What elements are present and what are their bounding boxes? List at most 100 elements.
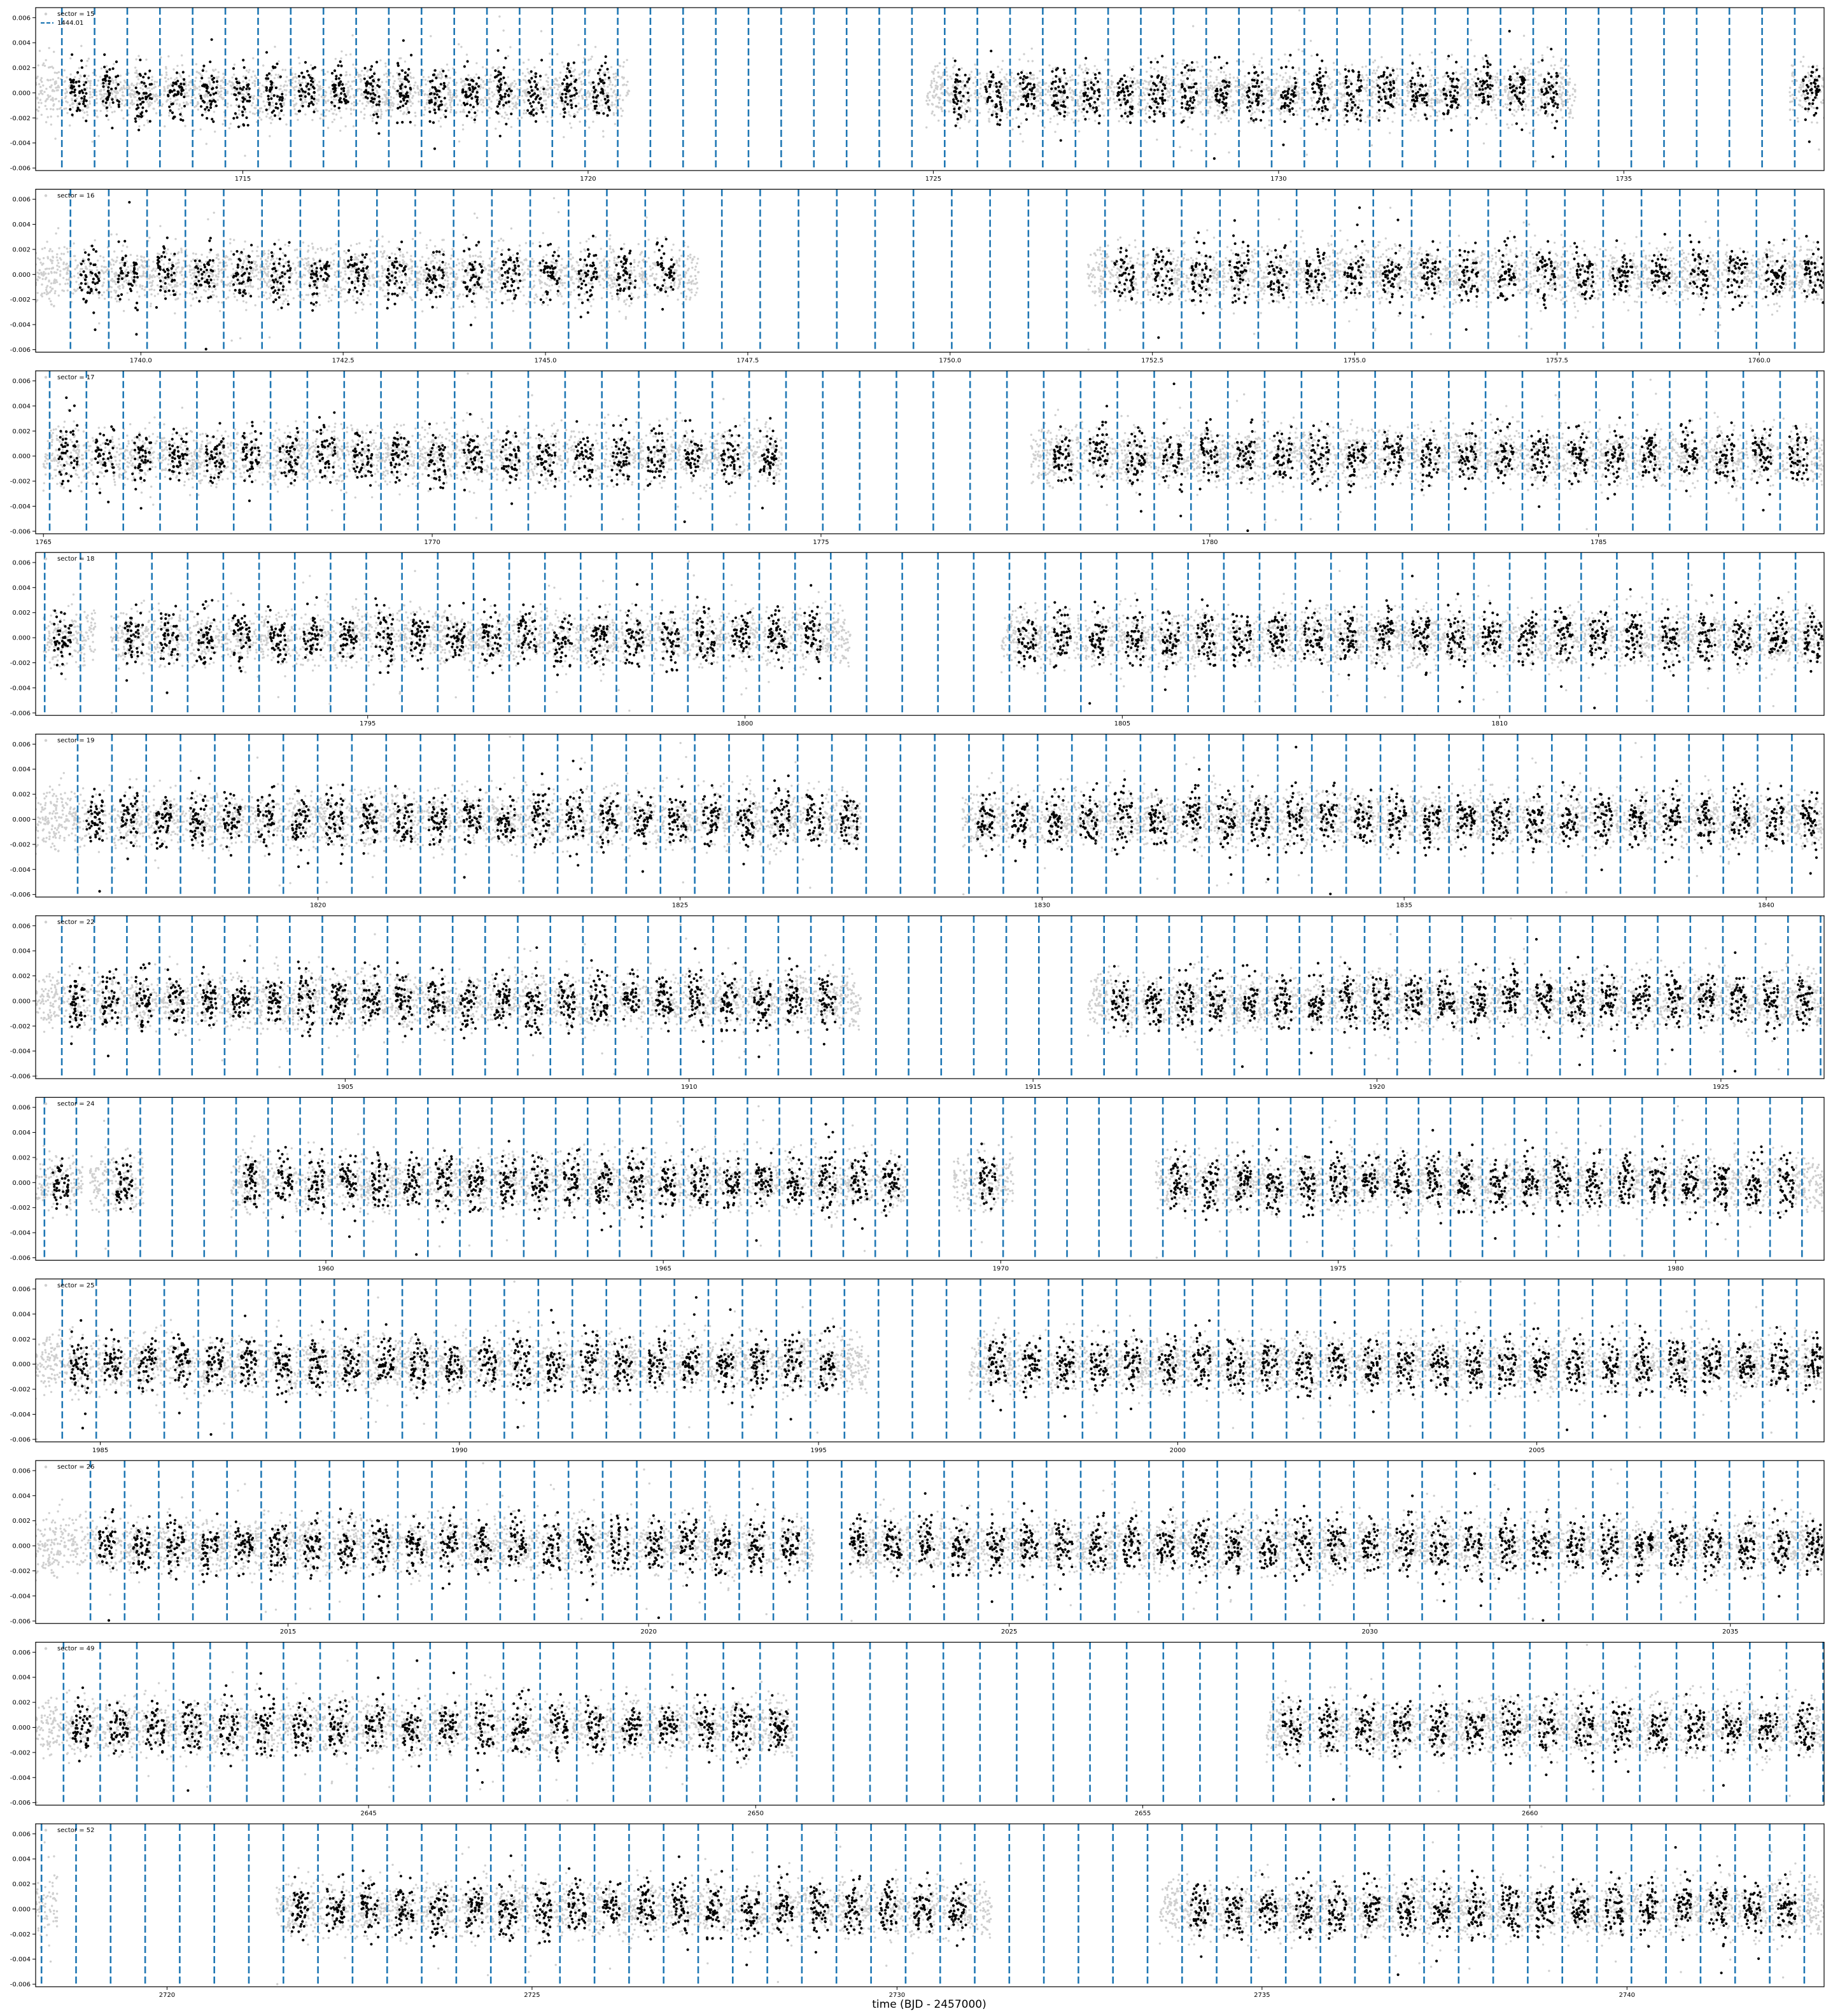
raw-point	[360, 81, 362, 83]
raw-point	[418, 101, 419, 102]
raw-point	[58, 100, 60, 102]
raw-point	[216, 84, 218, 86]
raw-point	[1147, 57, 1149, 59]
raw-point	[318, 85, 320, 87]
raw-point	[38, 93, 40, 95]
raw-point	[555, 93, 557, 95]
raw-point	[603, 85, 605, 87]
raw-point	[1201, 66, 1203, 67]
raw-point	[1002, 60, 1004, 62]
raw-point	[523, 113, 524, 115]
raw-point	[556, 80, 558, 81]
raw-point	[553, 106, 555, 108]
raw-point	[556, 53, 558, 55]
raw-point	[428, 107, 430, 109]
raw-point	[1067, 107, 1069, 109]
raw-point	[1295, 110, 1297, 112]
raw-point	[628, 90, 629, 92]
binned-point	[338, 84, 341, 87]
raw-point	[1540, 74, 1542, 76]
raw-point	[1003, 94, 1005, 95]
binned-point	[342, 87, 345, 90]
raw-point	[456, 95, 458, 97]
raw-point	[1023, 53, 1025, 55]
raw-point	[1211, 85, 1213, 87]
binned-point	[376, 104, 378, 106]
raw-point	[1560, 67, 1562, 69]
raw-point	[90, 80, 92, 82]
raw-point	[293, 89, 295, 91]
raw-point	[610, 81, 612, 83]
raw-point	[123, 87, 125, 89]
binned-point	[111, 98, 113, 101]
binned-point	[74, 99, 76, 102]
raw-point	[80, 74, 81, 76]
raw-point	[555, 102, 557, 104]
raw-point	[604, 95, 606, 97]
binned-point	[183, 83, 185, 85]
binned-point	[281, 99, 283, 102]
raw-point	[316, 102, 318, 104]
raw-point	[1450, 117, 1452, 119]
raw-point	[1470, 73, 1471, 75]
binned-point	[241, 88, 244, 91]
binned-point	[81, 66, 83, 69]
raw-point	[1274, 94, 1276, 95]
raw-point	[380, 109, 382, 111]
binned-point	[312, 67, 314, 69]
binned-point	[85, 81, 87, 83]
raw-point	[1225, 78, 1226, 80]
binned-point	[338, 77, 341, 80]
raw-point	[47, 116, 49, 118]
raw-point	[1225, 74, 1227, 76]
raw-point	[1795, 97, 1797, 99]
binned-point	[248, 87, 251, 90]
raw-point	[577, 44, 579, 46]
binned-point	[243, 108, 246, 110]
raw-point	[612, 84, 614, 86]
raw-point	[1078, 74, 1079, 76]
raw-point	[1152, 85, 1154, 87]
raw-point	[1406, 100, 1408, 102]
raw-point	[969, 110, 971, 112]
raw-point	[1324, 87, 1326, 89]
raw-point	[1393, 99, 1394, 101]
binned-point	[85, 92, 87, 95]
binned-point	[401, 121, 404, 123]
raw-point	[1309, 81, 1310, 83]
raw-point	[542, 91, 544, 93]
raw-point	[86, 78, 88, 80]
raw-point	[1505, 103, 1506, 105]
raw-point	[1795, 80, 1797, 81]
raw-point	[449, 102, 451, 104]
raw-point	[304, 99, 306, 101]
raw-point	[1308, 73, 1310, 74]
raw-point	[1184, 74, 1186, 76]
raw-point	[1278, 85, 1280, 87]
binned-point	[428, 111, 431, 113]
raw-point	[1529, 69, 1531, 71]
binned-point	[438, 95, 440, 98]
raw-point	[599, 74, 601, 76]
raw-point	[1124, 109, 1126, 111]
raw-point	[334, 118, 335, 120]
raw-point	[381, 98, 383, 100]
binned-point	[372, 80, 375, 82]
binned-point	[474, 111, 476, 114]
raw-point	[1084, 64, 1086, 66]
raw-point	[178, 108, 179, 110]
raw-point	[122, 94, 123, 96]
binned-point	[200, 105, 202, 108]
raw-point	[1111, 75, 1113, 77]
raw-point	[496, 99, 498, 101]
raw-point	[585, 96, 587, 98]
raw-point	[1435, 97, 1436, 99]
raw-point	[475, 94, 477, 95]
raw-point	[1799, 84, 1801, 86]
binned-point	[149, 120, 151, 123]
binned-point	[235, 98, 238, 101]
raw-point	[72, 102, 74, 104]
raw-point	[181, 54, 183, 56]
raw-point	[134, 96, 136, 98]
binned-point	[108, 76, 111, 79]
